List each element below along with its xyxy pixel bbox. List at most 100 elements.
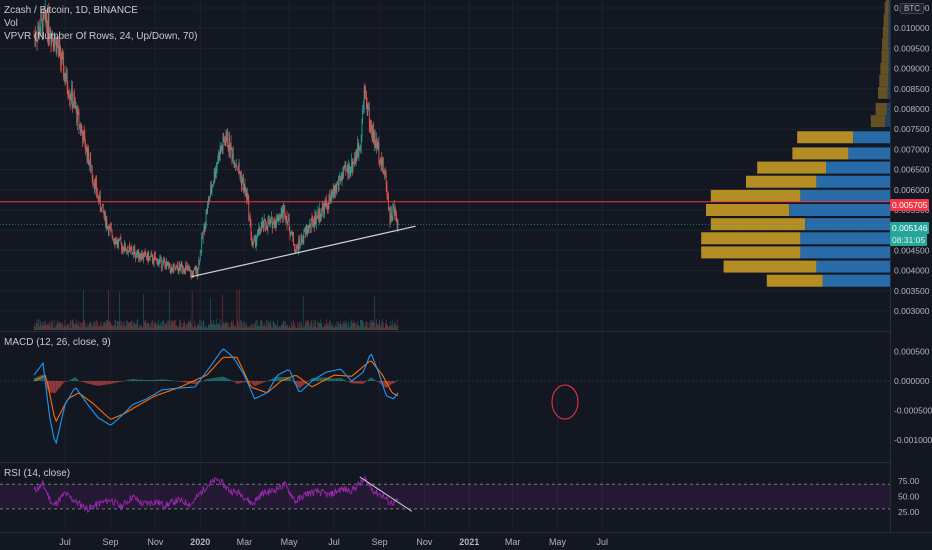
volume-bar (112, 325, 114, 330)
volume-bar (223, 324, 225, 330)
volume-bar (205, 326, 206, 330)
volume-bar (87, 327, 89, 330)
vpvr-up-bar (885, 115, 890, 128)
rsi-legend[interactable]: RSI (14, close) (4, 468, 71, 479)
candle-body (100, 207, 102, 212)
volume-bar (195, 325, 197, 330)
volume-legend[interactable]: Vol (4, 18, 18, 29)
price-axis-label: 0.006500 (894, 165, 930, 175)
volume-bar (272, 320, 274, 330)
macd-histogram-bar (127, 379, 129, 381)
candle-body (227, 132, 228, 147)
currency-label[interactable]: BTC (900, 3, 924, 14)
volume-bar (152, 327, 154, 330)
candle-body (187, 266, 189, 271)
volume-bar (390, 321, 391, 330)
volume-bar (230, 322, 232, 330)
volume-bar (64, 319, 66, 330)
candle-body (218, 152, 219, 160)
volume-bar (119, 320, 121, 330)
volume-bar (271, 327, 273, 330)
macd-histogram-bar (388, 381, 390, 386)
macd-histogram-bar (290, 378, 291, 381)
macd-histogram-bar (121, 381, 123, 382)
volume-bar (334, 327, 336, 330)
volume-bar (385, 323, 386, 330)
macd-histogram-bar (179, 381, 181, 382)
candle-body (382, 158, 383, 166)
hline-price-badge: 0.005705 (890, 199, 930, 211)
candle-body (327, 204, 328, 209)
volume-bar (169, 319, 171, 330)
candle-body (64, 73, 66, 83)
volume-bar (355, 327, 357, 330)
volume-bar (243, 320, 245, 330)
candle-body (312, 218, 314, 227)
candle-body (141, 253, 143, 259)
volume-bar (102, 325, 103, 330)
candle-body (120, 239, 122, 244)
volume-bar (139, 323, 141, 330)
candle-body (206, 211, 208, 213)
candle-body (108, 227, 109, 235)
volume-bar (242, 327, 244, 330)
macd-histogram-bar (280, 377, 282, 381)
volume-bar (229, 327, 230, 330)
candle-body (345, 165, 347, 171)
volume-bar (227, 325, 229, 330)
candle-body (213, 182, 214, 185)
macd-histogram-bar (292, 381, 294, 382)
macd-histogram-bar (146, 380, 147, 381)
volume-bar (58, 321, 60, 330)
volume-bar (85, 326, 86, 330)
macd-histogram-bar (138, 379, 140, 381)
macd-histogram-bar (157, 379, 159, 381)
macd-histogram-bar (338, 378, 339, 381)
volume-bar (245, 324, 247, 330)
candle-body (203, 224, 205, 232)
candle-body (46, 18, 47, 25)
candle-body (257, 231, 259, 232)
candle-body (215, 172, 217, 178)
macd-histogram-bar (396, 380, 397, 382)
volume-bar (75, 322, 77, 330)
volume-bar (299, 327, 301, 330)
candle-body (156, 258, 158, 260)
macd-histogram-bar (152, 379, 154, 381)
macd-legend[interactable]: MACD (12, 26, close, 9) (4, 337, 111, 348)
candle-body (278, 220, 280, 222)
volume-bar (284, 326, 286, 330)
candle-body (234, 163, 236, 165)
macd-histogram-bar (219, 377, 221, 381)
candle-body (199, 260, 200, 262)
macd-histogram-bar (195, 381, 197, 384)
macd-histogram-bar (196, 381, 198, 384)
volume-bar (49, 327, 51, 330)
volume-bar (374, 296, 375, 330)
volume-bar (155, 323, 156, 330)
symbol-title[interactable]: Zcash / Bitcoin, 1D, BINANCE (4, 5, 138, 16)
candle-body (253, 239, 255, 241)
candle-body (388, 208, 390, 210)
candle-body (302, 239, 304, 243)
macd-histogram-bar (73, 377, 75, 381)
macd-histogram-bar (241, 381, 243, 383)
candle-body (116, 240, 118, 245)
macd-histogram-bar (307, 381, 308, 382)
macd-histogram-bar (81, 381, 83, 382)
candle-body (396, 222, 398, 228)
volume-bar (78, 320, 80, 330)
candle-body (49, 35, 50, 37)
volume-bar (349, 327, 350, 330)
macd-histogram-bar (65, 381, 67, 382)
macd-histogram-bar (215, 377, 217, 381)
macd-histogram-bar (373, 379, 375, 381)
volume-bar (316, 327, 318, 330)
volume-bar (102, 323, 104, 330)
volume-bar (376, 319, 377, 330)
vpvr-legend[interactable]: VPVR (Number Of Rows, 24, Up/Down, 70) (4, 31, 198, 42)
macd-histogram-bar (58, 381, 60, 389)
volume-bar (377, 323, 378, 330)
candle-body (392, 208, 394, 216)
